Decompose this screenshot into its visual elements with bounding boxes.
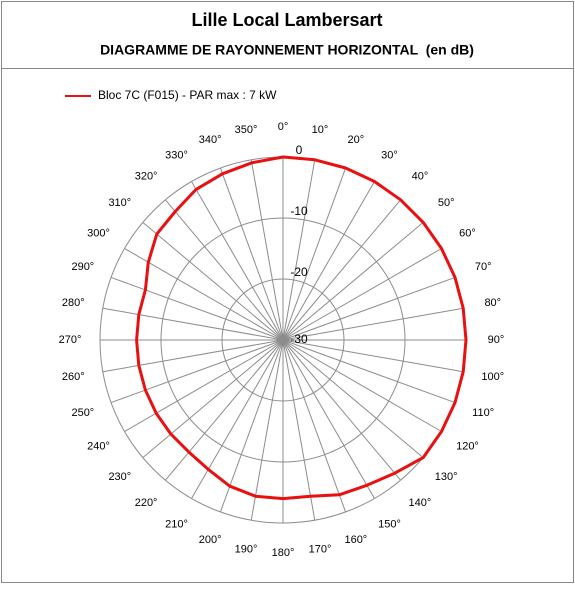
angle-label: 280° (62, 297, 85, 309)
r-tick-label: -30 (290, 332, 308, 346)
spoke (282, 221, 424, 341)
chart-title: Lille Local Lambersart (191, 10, 382, 30)
spoke (282, 167, 347, 341)
spoke (282, 339, 456, 404)
angle-label: 120° (456, 440, 479, 452)
angle-label: 160° (344, 534, 367, 546)
angle-label: 130° (435, 471, 458, 483)
angle-label: 230° (108, 471, 131, 483)
angle-label: 140° (409, 497, 432, 509)
angle-label: 290° (71, 261, 94, 273)
angle-label: 70° (475, 261, 492, 273)
legend-label: Bloc 7C (F015) - PAR max : 7 kW (98, 88, 277, 102)
angle-label: 250° (71, 407, 94, 419)
angle-label: 320° (135, 171, 158, 183)
spoke (102, 339, 284, 373)
spoke (282, 339, 375, 499)
spoke (110, 339, 284, 404)
r-tick-label: -20 (290, 265, 308, 279)
angle-label: 80° (484, 297, 501, 309)
spoke (282, 339, 402, 481)
spoke (191, 339, 284, 499)
spoke (282, 339, 316, 521)
spoke (250, 159, 284, 341)
r-tick-label: -10 (290, 204, 308, 218)
spoke (124, 248, 284, 341)
spoke (219, 339, 284, 513)
chart-subtitle: DIAGRAMME DE RAYONNEMENT HORIZONTAL (en … (100, 42, 474, 58)
angle-label: 300° (87, 227, 110, 239)
spoke (282, 339, 442, 432)
angle-label: 180° (272, 547, 295, 559)
spoke (102, 307, 284, 341)
angle-label: 260° (62, 371, 85, 383)
angle-label: 20° (348, 134, 365, 146)
spoke (282, 339, 464, 373)
angle-label: 330° (165, 149, 188, 161)
spoke (282, 248, 442, 341)
spoke (219, 167, 284, 341)
angle-label: 90° (488, 334, 505, 346)
series-line (135, 155, 468, 501)
angle-label: 110° (472, 407, 494, 419)
spoke (282, 159, 316, 341)
angle-label: 350° (235, 124, 258, 136)
angle-label: 220° (135, 497, 158, 509)
spoke (142, 221, 284, 341)
angle-label: 10° (312, 124, 329, 136)
spoke (124, 339, 284, 432)
spoke (250, 339, 284, 521)
angle-label: 200° (199, 534, 222, 546)
angle-label: 30° (381, 149, 398, 161)
angle-label: 210° (165, 518, 188, 530)
angle-label: 240° (87, 440, 110, 452)
spoke (282, 181, 375, 341)
angle-label: 150° (378, 518, 401, 530)
spoke (282, 339, 347, 513)
angle-label: 340° (199, 134, 222, 146)
spoke (164, 199, 284, 341)
spoke (282, 339, 424, 459)
angle-label: 100° (481, 371, 504, 383)
spoke (164, 339, 284, 481)
spoke (282, 276, 456, 341)
spoke (110, 276, 284, 341)
spoke (282, 307, 464, 341)
angle-label: 190° (235, 544, 258, 556)
angle-label: 310° (108, 197, 131, 209)
spoke (191, 181, 284, 341)
angle-label: 0° (278, 121, 289, 133)
angle-label: 50° (438, 197, 455, 209)
angle-label: 60° (459, 227, 476, 239)
angle-label: 270° (59, 334, 82, 346)
spoke (282, 199, 402, 341)
angle-label: 170° (309, 544, 332, 556)
r-tick-label: 0 (296, 143, 303, 157)
spoke (142, 339, 284, 459)
angle-label: 40° (412, 171, 429, 183)
